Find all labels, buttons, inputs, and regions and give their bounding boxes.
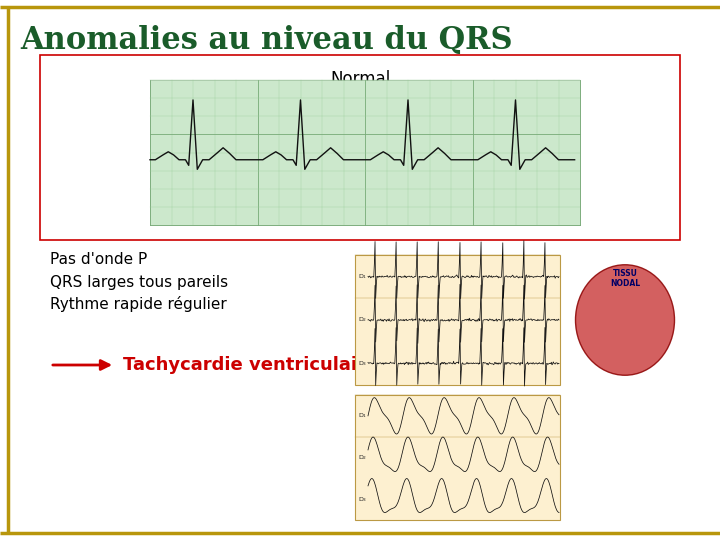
Text: NODAL: NODAL (610, 279, 640, 287)
Ellipse shape (575, 265, 675, 375)
Text: D$_2$: D$_2$ (358, 315, 367, 325)
Text: QRS larges tous pareils: QRS larges tous pareils (50, 274, 228, 289)
Text: Normal: Normal (330, 70, 390, 88)
Bar (355, 395, 560, 520)
Text: D$_3$: D$_3$ (358, 495, 367, 504)
Text: D$_1$: D$_1$ (358, 272, 367, 281)
Text: Rythme rapide régulier: Rythme rapide régulier (50, 296, 227, 312)
Text: TISSU: TISSU (613, 268, 637, 278)
Text: Tachycardie ventriculaire: Tachycardie ventriculaire (123, 356, 378, 374)
Bar (40, 55, 680, 240)
Bar (150, 80, 580, 225)
Text: Pas d'onde P: Pas d'onde P (50, 253, 148, 267)
Text: D$_3$: D$_3$ (358, 359, 367, 368)
Text: D$_2$: D$_2$ (358, 453, 367, 462)
Text: Anomalies au niveau du QRS: Anomalies au niveau du QRS (20, 24, 513, 56)
Bar (355, 255, 560, 385)
Text: D$_1$: D$_1$ (358, 411, 367, 420)
